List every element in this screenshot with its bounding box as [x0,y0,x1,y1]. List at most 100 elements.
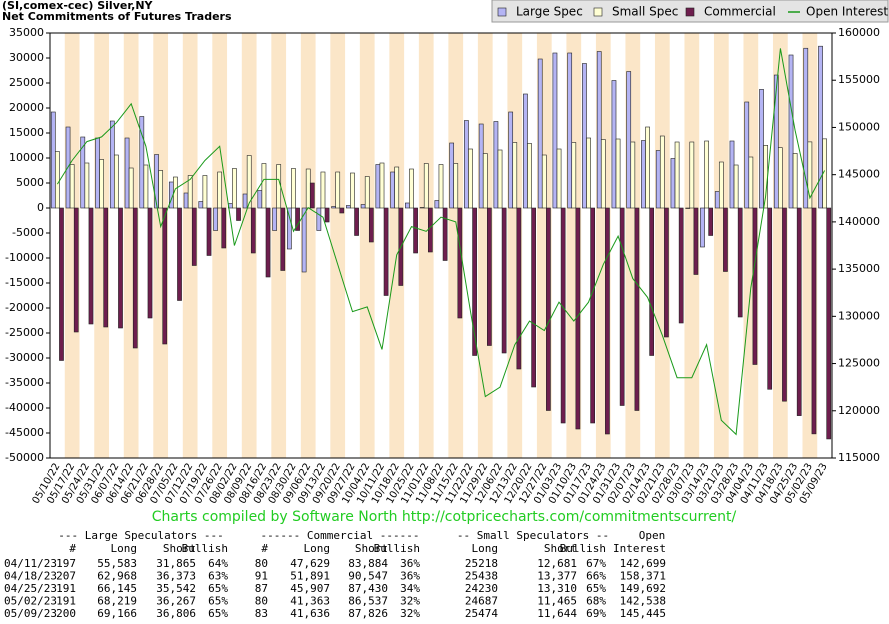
table-cell: 142,699 [620,557,666,570]
bar [173,176,178,209]
y-tick-label: -50000 [5,451,44,464]
week-band [241,33,257,458]
bar [413,207,418,254]
y-tick-label: -25000 [5,326,44,339]
table-cell: 32% [400,595,420,608]
table-cell: 36,373 [156,570,196,583]
table-column-header: Long [472,542,499,555]
table-cell: 45,907 [290,582,330,595]
bar [309,182,315,209]
bar [139,116,145,209]
table-cell: 158,371 [620,570,666,583]
bar [493,121,499,209]
bar [700,207,705,248]
bar [55,151,60,209]
bar [649,207,655,356]
table-cell: 13,377 [537,570,577,583]
y2-tick-label: 125000 [838,357,880,370]
week-band [300,33,316,458]
legend-label: Large Spec [516,5,583,19]
week-band [418,33,434,458]
bar [645,126,650,209]
table-cell: 69% [586,607,606,620]
bar [582,63,587,209]
bar [605,207,610,435]
bar [379,162,385,209]
bar [748,156,754,209]
bar [826,207,832,440]
table-cell: 83,884 [348,557,388,570]
table-cell: 25218 [465,557,498,570]
bar [405,202,410,209]
bar [409,168,414,209]
bar [287,207,292,250]
table-cell: 34% [400,582,420,595]
table-cell: 65% [208,595,228,608]
bar [590,207,595,424]
bar [560,207,566,424]
bar [213,207,218,231]
bar [236,207,241,221]
table-cell: 24687 [465,595,498,608]
y-tick-label: -20000 [5,301,44,314]
bar [714,191,720,209]
bar [567,52,573,209]
bar [641,140,646,209]
bar [792,153,798,209]
table-cell: 65% [208,582,228,595]
bar [782,207,787,402]
bar [147,207,153,319]
bar [350,172,355,209]
bar [803,47,809,209]
table-cell: 25438 [465,570,498,583]
bar [187,175,193,209]
y-tick-label: 15000 [9,126,44,139]
y-tick-label: 35000 [9,26,44,39]
table-cell: 191 [56,595,76,608]
table-cell: 36% [400,557,420,570]
bar [434,200,440,209]
bar [143,164,149,209]
table-cell: 12,681 [537,557,577,570]
table-cell: 55,583 [97,557,137,570]
bar [158,170,164,209]
table-cell: 31,865 [156,557,196,570]
bar [331,206,336,209]
table-column-header: # [69,542,76,555]
legend-label: Open Interest [806,5,888,19]
bar [291,168,296,209]
plot-frame [49,32,833,459]
table-group-header: Open [639,529,666,542]
bar [50,111,56,209]
bar [383,207,389,296]
bar [354,207,359,236]
table-cell: 64% [208,557,228,570]
bar [674,141,680,209]
table-cell: 86,537 [348,595,388,608]
bar [634,207,640,411]
bar [689,141,695,209]
table-date: 04/11/23 [4,557,57,570]
bar [664,207,669,338]
table-cell: 68% [586,595,606,608]
table-column-header: Bullish [560,542,606,555]
bar [339,207,345,214]
bar [737,207,743,318]
bar [324,207,330,223]
y-tick-label: 5000 [16,176,44,189]
bar [335,171,341,209]
bar [162,207,168,345]
table-cell: 47,629 [290,557,330,570]
bar [659,135,665,209]
legend-label: Commercial [704,5,776,19]
week-band [389,33,405,458]
bar [88,207,94,325]
table-cell: 41,363 [290,595,330,608]
table-cell: 142,538 [620,595,666,608]
bar [512,142,518,209]
y-tick-label: -10000 [5,251,44,264]
bar [704,140,709,209]
bar [114,154,119,209]
